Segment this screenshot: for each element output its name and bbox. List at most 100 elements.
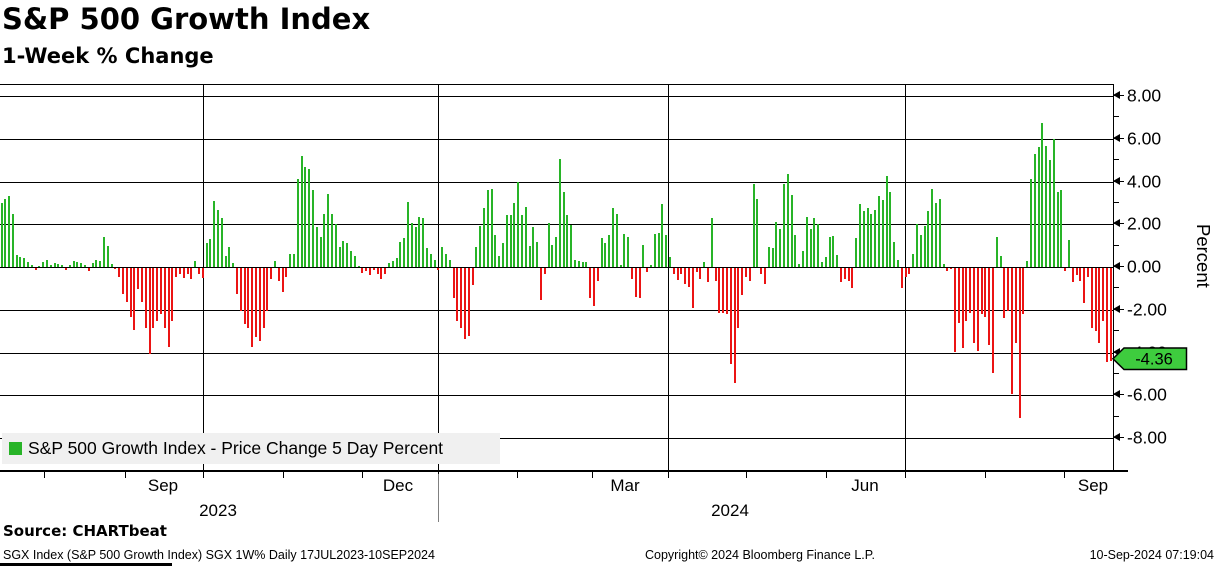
gridline-h bbox=[0, 395, 1113, 397]
y-tick-arrow-icon bbox=[1113, 304, 1120, 313]
bar bbox=[866, 208, 869, 267]
bar bbox=[851, 268, 854, 289]
bar bbox=[574, 259, 577, 267]
bar bbox=[103, 237, 106, 267]
bar bbox=[186, 268, 189, 275]
copyright-label: Copyright© 2024 Bloomberg Finance L.P. bbox=[645, 548, 875, 562]
bar bbox=[406, 201, 409, 267]
plot-area[interactable] bbox=[0, 84, 1114, 471]
bar bbox=[372, 268, 375, 271]
bar bbox=[163, 268, 166, 328]
y-axis-tick-label: 4.00 bbox=[1127, 171, 1162, 191]
bar bbox=[703, 261, 706, 267]
bar bbox=[547, 223, 550, 267]
bar bbox=[232, 262, 235, 267]
bar bbox=[410, 223, 413, 267]
bar bbox=[600, 238, 603, 267]
bar bbox=[729, 268, 732, 365]
bar bbox=[501, 243, 504, 267]
bar bbox=[813, 217, 816, 267]
bar bbox=[80, 262, 83, 267]
bar bbox=[353, 256, 356, 267]
bar bbox=[555, 237, 558, 267]
bar bbox=[61, 264, 64, 267]
bar bbox=[255, 268, 257, 338]
bar bbox=[323, 213, 326, 267]
gridline-h bbox=[0, 267, 1113, 268]
bar bbox=[125, 268, 128, 303]
bar bbox=[262, 268, 265, 328]
bar bbox=[688, 268, 691, 288]
y-minor-tick bbox=[1114, 201, 1119, 203]
y-minor-tick bbox=[1114, 116, 1119, 118]
bar bbox=[387, 262, 390, 267]
y-tick-arrow-icon bbox=[1113, 219, 1120, 228]
bar bbox=[957, 268, 960, 323]
bar bbox=[270, 268, 273, 279]
bar bbox=[657, 232, 660, 267]
bar bbox=[961, 268, 964, 349]
bar bbox=[896, 259, 899, 267]
bar bbox=[718, 268, 721, 313]
bar bbox=[650, 264, 653, 267]
bar bbox=[722, 268, 725, 313]
bar bbox=[577, 260, 580, 267]
bar bbox=[980, 268, 983, 314]
bar bbox=[536, 242, 539, 267]
bar bbox=[836, 255, 839, 267]
bar bbox=[593, 268, 596, 307]
bar bbox=[919, 234, 922, 267]
bar bbox=[805, 216, 808, 267]
bar bbox=[1041, 122, 1044, 267]
bar bbox=[669, 257, 672, 267]
bar bbox=[991, 268, 994, 373]
bar bbox=[1010, 268, 1013, 395]
bar bbox=[570, 225, 573, 267]
bar bbox=[509, 214, 512, 267]
bar bbox=[646, 268, 649, 273]
bar bbox=[1045, 146, 1048, 267]
x-month-tick bbox=[985, 471, 986, 478]
bar bbox=[334, 224, 337, 267]
bar bbox=[84, 264, 87, 267]
bar bbox=[292, 254, 295, 267]
bar bbox=[756, 198, 759, 267]
bar bbox=[72, 260, 75, 267]
legend-item[interactable]: S&P 500 Growth Index - Price Change 5 Da… bbox=[2, 433, 500, 464]
y-minor-tick bbox=[1114, 159, 1119, 161]
bar bbox=[543, 268, 546, 275]
bar bbox=[152, 268, 155, 328]
bar bbox=[710, 217, 713, 267]
bar bbox=[745, 268, 748, 277]
bar bbox=[870, 213, 873, 267]
bar bbox=[828, 237, 831, 267]
bar bbox=[205, 243, 208, 267]
x-month-tick bbox=[826, 471, 827, 478]
bar bbox=[399, 242, 402, 267]
bar bbox=[627, 237, 630, 267]
bar bbox=[91, 262, 94, 267]
bar bbox=[460, 268, 463, 328]
bar bbox=[444, 254, 447, 267]
bar bbox=[266, 268, 269, 311]
bar bbox=[1109, 268, 1112, 362]
bar bbox=[15, 255, 18, 267]
bar bbox=[889, 192, 892, 267]
bar bbox=[965, 268, 968, 322]
bar bbox=[300, 155, 303, 267]
bar bbox=[764, 268, 767, 285]
x-axis-month-label: Sep bbox=[1077, 476, 1109, 495]
bar bbox=[786, 174, 789, 267]
x-month-tick bbox=[203, 471, 204, 478]
bar bbox=[1014, 268, 1017, 343]
bar bbox=[1090, 268, 1093, 328]
bar bbox=[46, 259, 49, 267]
bar bbox=[707, 268, 710, 282]
bar bbox=[551, 244, 554, 267]
gridline-v bbox=[203, 85, 204, 471]
bar bbox=[30, 264, 33, 267]
bar bbox=[429, 254, 432, 267]
bar bbox=[1056, 192, 1059, 267]
bar bbox=[384, 268, 387, 275]
